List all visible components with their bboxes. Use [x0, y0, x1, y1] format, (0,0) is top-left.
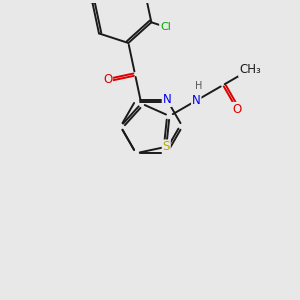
Text: S: S — [163, 140, 170, 153]
Text: N: N — [163, 93, 171, 106]
Text: Cl: Cl — [160, 22, 171, 32]
Text: O: O — [232, 103, 242, 116]
Text: CH₃: CH₃ — [239, 63, 261, 76]
Text: O: O — [103, 73, 112, 85]
Text: N: N — [192, 94, 201, 107]
Text: H: H — [195, 80, 202, 91]
